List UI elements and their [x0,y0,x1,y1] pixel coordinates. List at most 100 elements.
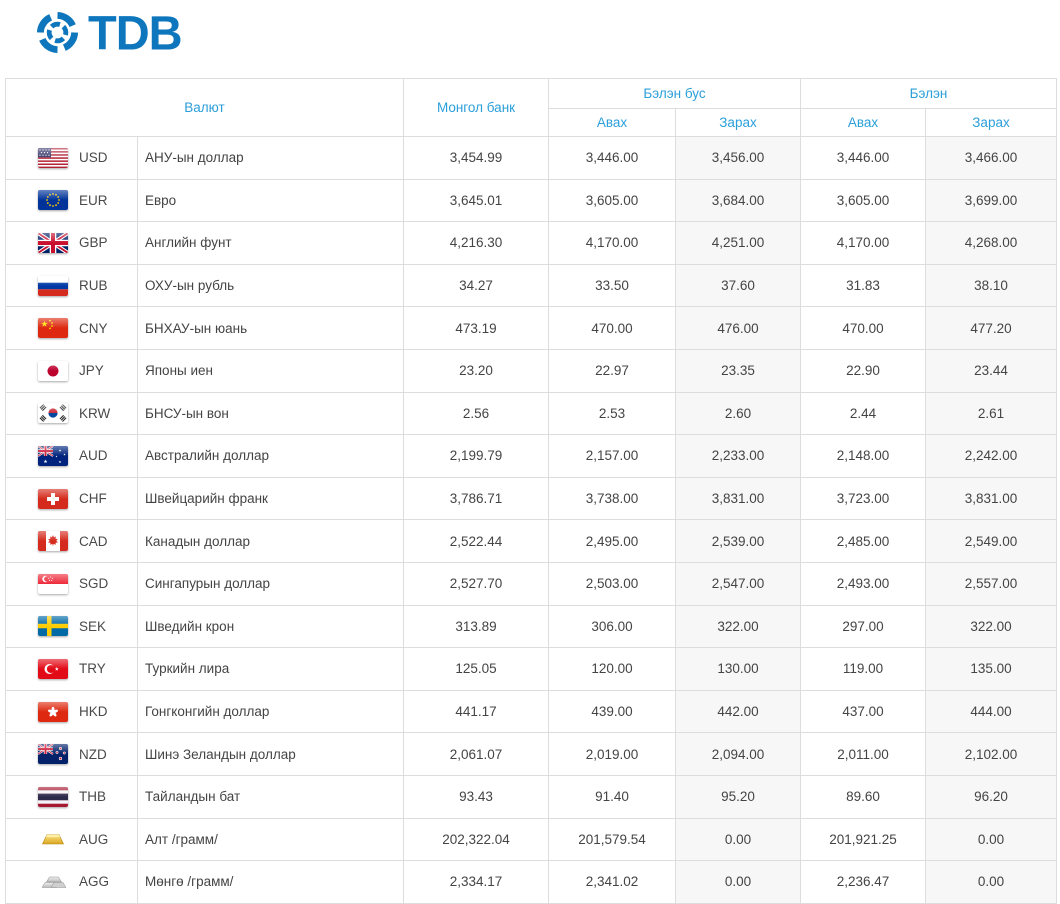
col-header-non-cash-buy: Авах [548,108,676,137]
flag-rub-icon [38,275,68,296]
non-cash-sell-rate: 2,539.00 [675,519,801,563]
currency-code-cell: USD [5,136,138,180]
non-cash-buy-rate: 2,019.00 [548,732,676,776]
cash-sell-rate: 3,831.00 [925,476,1057,521]
currency-code-cell: SGD [5,561,138,606]
mongol-bank-rate: 4,216.30 [403,221,549,265]
mongol-bank-rate: 473.19 [403,306,549,350]
table-row: GBP Английн фунт 4,216.30 4,170.00 4,251.00 4… [5,221,1057,265]
col-header-currency: Валют [5,78,404,137]
flag-aud-icon [38,445,68,466]
table-row: KRW БНСУ-ын вон 2.56 2.53 2.60 2.44 2.61 [5,391,1057,436]
non-cash-sell-rate: 2,094.00 [675,732,801,776]
non-cash-buy-rate: 2,495.00 [548,519,676,563]
cash-sell-rate: 2,549.00 [925,519,1057,563]
table-row: EUR Евро 3,645.01 3,605.00 3,684.00 3,605.00 3… [5,178,1057,223]
currency-code-cell: KRW [5,391,138,436]
non-cash-sell-rate: 0.00 [675,860,801,904]
currency-code-cell: HKD [5,689,138,734]
flag-usd-icon [38,147,68,168]
mongol-bank-rate: 2,334.17 [403,860,549,904]
currency-code: AGG [79,874,110,890]
cash-buy-rate: 297.00 [800,604,926,649]
non-cash-sell-rate: 37.60 [675,263,801,308]
cash-buy-rate: 2,493.00 [800,561,926,606]
non-cash-sell-rate: 4,251.00 [675,221,801,265]
table-row: SEK Шведийн крон 313.89 306.00 322.00 297.00 3… [5,604,1057,649]
cash-sell-rate: 2,242.00 [925,434,1057,478]
flag-agg-icon [38,872,68,892]
currency-name: Тайландын бат [137,774,404,819]
flag-jpy-icon [38,360,68,381]
table-row: AUD Австралийн доллар 2,199.79 2,157.00 2,23… [5,434,1057,478]
flag-aug-icon [38,829,68,849]
table-row: USD АНУ-ын доллар 3,454.99 3,446.00 3,456.00… [5,136,1057,180]
cash-sell-rate: 322.00 [925,604,1057,649]
non-cash-sell-rate: 322.00 [675,604,801,649]
cash-sell-rate: 477.20 [925,306,1057,350]
non-cash-buy-rate: 3,446.00 [548,136,676,180]
table-row: CHF Швейцарийн франк 3,786.71 3,738.00 3,831… [5,476,1057,521]
table-row: SGD Сингапурын доллар 2,527.70 2,503.00 2,54… [5,561,1057,606]
flag-cad-icon [38,531,68,552]
mongol-bank-rate: 93.43 [403,774,549,819]
table-row: CAD Канадын доллар 2,522.44 2,495.00 2,539.0… [5,519,1057,563]
cash-buy-rate: 2.44 [800,391,926,436]
mongol-bank-rate: 23.20 [403,348,549,393]
cash-buy-rate: 4,170.00 [800,221,926,265]
cash-buy-rate: 2,011.00 [800,732,926,776]
tdb-logo-text: TDB [88,5,183,60]
flag-krw-icon [38,403,68,424]
cash-sell-rate: 96.20 [925,774,1057,819]
currency-name: Алт /грамм/ [137,817,404,862]
mongol-bank-rate: 3,645.01 [403,178,549,223]
col-header-non-cash: Бэлэн бус [548,78,801,109]
currency-code: HKD [79,704,108,720]
non-cash-sell-rate: 0.00 [675,817,801,862]
cash-sell-rate: 4,268.00 [925,221,1057,265]
cash-sell-rate: 0.00 [925,817,1057,862]
non-cash-buy-rate: 91.40 [548,774,676,819]
non-cash-buy-rate: 201,579.54 [548,817,676,862]
mongol-bank-rate: 441.17 [403,689,549,734]
currency-code-cell: CAD [5,519,138,563]
cash-sell-rate: 3,699.00 [925,178,1057,223]
currency-code: JPY [79,363,104,379]
non-cash-sell-rate: 2.60 [675,391,801,436]
currency-name: Английн фунт [137,221,404,265]
currency-name: Гонгконгийн доллар [137,689,404,734]
table-row: NZD Шинэ Зеландын доллар 2,061.07 2,019.00 2… [5,732,1057,776]
currency-code: AUG [79,831,109,847]
currency-code-cell: THB [5,774,138,819]
cash-buy-rate: 470.00 [800,306,926,350]
non-cash-buy-rate: 306.00 [548,604,676,649]
non-cash-buy-rate: 3,738.00 [548,476,676,521]
tdb-logo[interactable]: TDB [34,5,183,60]
non-cash-buy-rate: 2.53 [548,391,676,436]
mongol-bank-rate: 2,061.07 [403,732,549,776]
currency-code-cell: EUR [5,178,138,223]
mongol-bank-rate: 202,322.04 [403,817,549,862]
non-cash-buy-rate: 33.50 [548,263,676,308]
exchange-rate-table: Валют Монгол банк Бэлэн бус Бэлэн Авах З… [5,78,1057,904]
currency-code: RUB [79,278,108,294]
page-header: TDB [0,0,1060,78]
currency-code: CAD [79,533,108,549]
non-cash-buy-rate: 4,170.00 [548,221,676,265]
cash-buy-rate: 3,446.00 [800,136,926,180]
currency-code: AUD [79,448,108,464]
non-cash-sell-rate: 3,684.00 [675,178,801,223]
mongol-bank-rate: 2,527.70 [403,561,549,606]
currency-code-cell: CNY [5,306,138,350]
table-row: JPY Японы иен 23.20 22.97 23.35 22.90 23.44 [5,348,1057,393]
non-cash-sell-rate: 95.20 [675,774,801,819]
cash-sell-rate: 2,102.00 [925,732,1057,776]
table-row: TRY Туркийн лира 125.05 120.00 130.00 119.00 1… [5,647,1057,691]
col-header-cash-sell: Зарах [925,108,1057,137]
currency-code: EUR [79,192,108,208]
cash-buy-rate: 89.60 [800,774,926,819]
currency-code: CHF [79,491,107,507]
cash-buy-rate: 31.83 [800,263,926,308]
non-cash-sell-rate: 476.00 [675,306,801,350]
flag-hkd-icon [38,701,68,722]
